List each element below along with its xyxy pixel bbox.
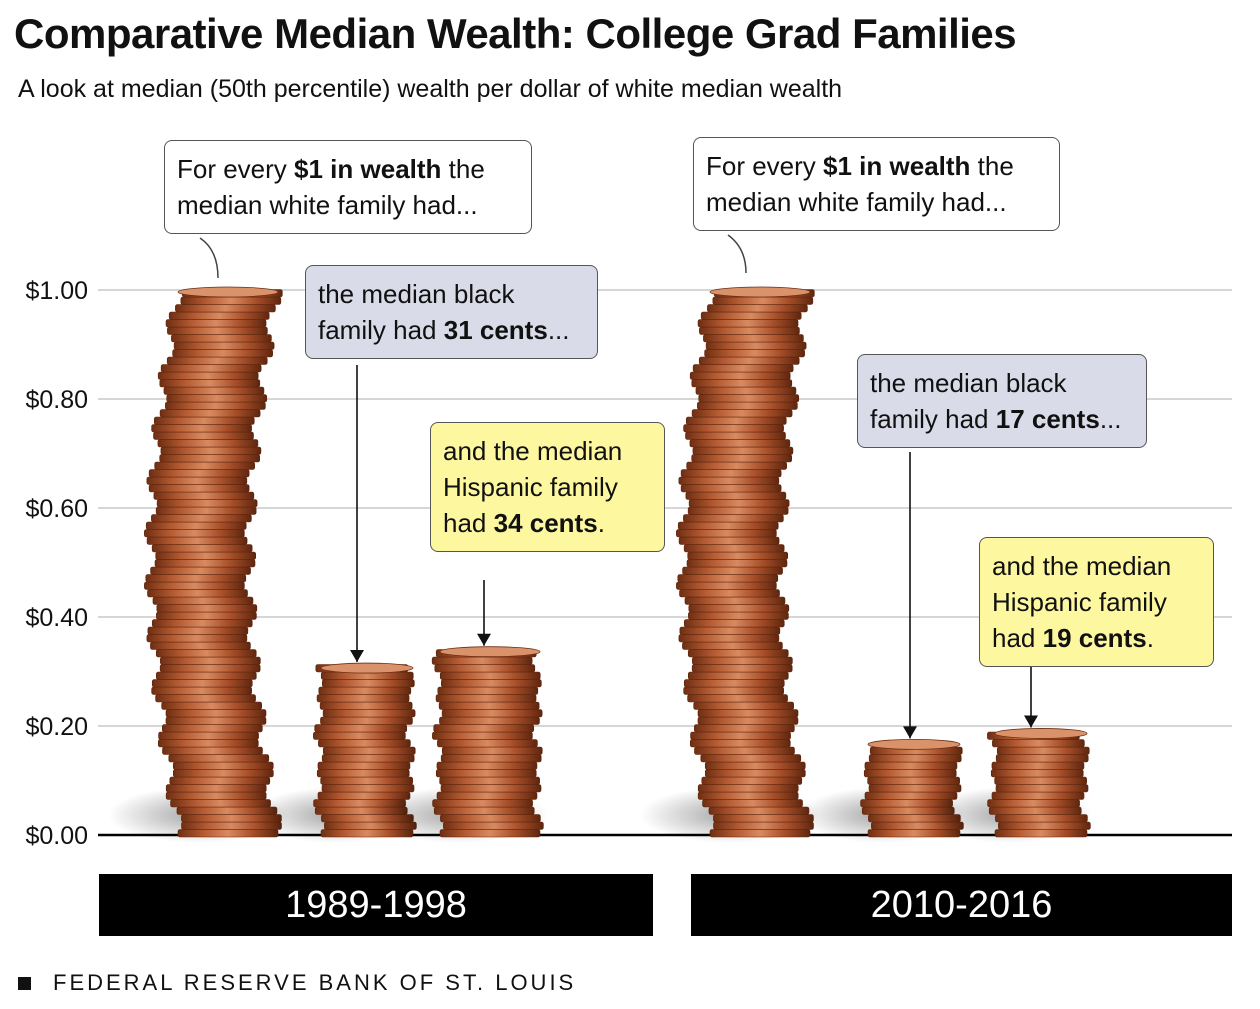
callout-text: . — [597, 508, 605, 538]
callout-bold: $1 in wealth — [823, 151, 971, 181]
callout-bold: $1 in wealth — [294, 154, 442, 184]
callout-text: For every — [177, 154, 295, 184]
callout-text: the median black family had — [870, 368, 1067, 434]
arrow-head-icon — [903, 726, 917, 739]
callout-p1-white: For every $1 in wealth the median white … — [164, 140, 532, 234]
y-tick-label: $0.40 — [25, 604, 88, 632]
y-tick-label: $0.60 — [25, 495, 88, 523]
chart-title: Comparative Median Wealth: College Grad … — [14, 10, 1017, 57]
callout-p2-hispanic: and the median Hispanic family had 19 ce… — [979, 537, 1214, 667]
callout-p1-hispanic: and the median Hispanic family had 34 ce… — [430, 422, 665, 552]
arrow-head-icon — [477, 633, 491, 646]
callout-text: . — [1146, 623, 1154, 653]
y-tick-label: $0.00 — [25, 822, 88, 850]
callout-text: and the median Hispanic family had — [443, 436, 623, 538]
penny-stack-hispanic-2 — [926, 728, 1092, 843]
period-label-2: 2010-2016 — [691, 874, 1232, 936]
callout-text: ... — [547, 315, 570, 345]
y-tick-label: $0.80 — [25, 386, 88, 414]
callout-text: For every — [706, 151, 824, 181]
arrow-head-icon — [1024, 715, 1038, 728]
callout-tail — [199, 237, 219, 279]
penny-stack-white-2 — [640, 286, 820, 843]
chart-subtitle: A look at median (50th percentile) wealt… — [18, 75, 843, 103]
callout-bold: 19 cents — [1042, 623, 1147, 653]
callout-tail — [727, 234, 747, 274]
arrow-head-icon — [350, 650, 364, 663]
y-tick-label: $0.20 — [25, 713, 88, 741]
period-label-1: 1989-1998 — [99, 874, 653, 936]
callout-text: ... — [1099, 404, 1122, 434]
callout-bold: 31 cents — [443, 315, 548, 345]
callout-text: the median white family had... — [706, 151, 1014, 217]
callout-p2-black: the median black family had 17 cents... — [857, 354, 1147, 448]
callout-p1-black: the median black family had 31 cents... — [305, 265, 598, 359]
penny-stack-white-1 — [108, 286, 288, 843]
y-tick-label: $1.00 — [25, 277, 88, 305]
callout-bold: 17 cents — [995, 404, 1100, 434]
source-credit: FEDERAL RESERVE BANK OF ST. LOUIS — [18, 970, 576, 996]
callout-p2-white: For every $1 in wealth the median white … — [693, 137, 1060, 231]
callout-text: the median white family had... — [177, 154, 485, 220]
callout-text: the median black family had — [318, 279, 515, 345]
source-square-icon — [18, 976, 31, 990]
penny-stack-hispanic-1 — [368, 646, 548, 843]
source-text: FEDERAL RESERVE BANK OF ST. LOUIS — [53, 970, 577, 995]
callout-bold: 34 cents — [493, 508, 598, 538]
callout-text: and the median Hispanic family had — [992, 551, 1172, 653]
